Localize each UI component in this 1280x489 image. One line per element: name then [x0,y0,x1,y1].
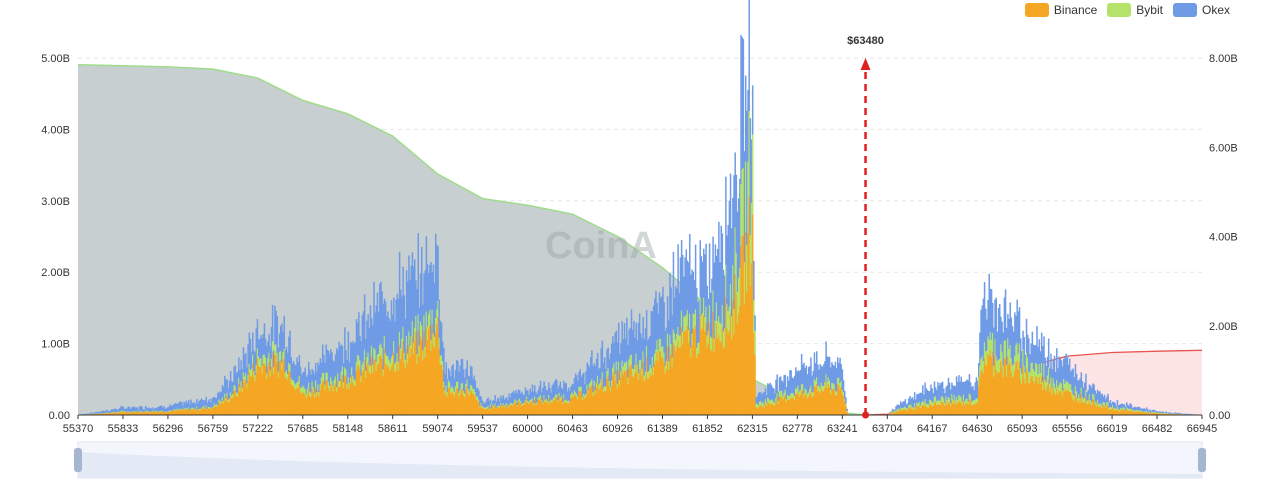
y-right-axis-ticks: 0.00 2.00B 4.00B 6.00B 8.00B [1209,53,1238,422]
y-right-tick-label: 8.00B [1209,53,1238,65]
y-left-tick-label: 4.00B [41,124,70,136]
y-left-tick-label: 3.00B [41,196,70,208]
x-tick-label: 62778 [782,423,813,435]
bar-okex [1048,339,1050,368]
bar-bybit [754,331,756,355]
x-tick-label: 64167 [917,423,948,435]
bar-bybit [846,411,848,412]
legend-label-okex: Okex [1202,3,1230,17]
y-right-tick-label: 2.00B [1209,321,1238,333]
x-tick-label: 66019 [1097,423,1128,435]
x-tick-label: 56759 [198,423,229,435]
current-price-dot [862,412,869,419]
zoom-slider [74,442,1206,478]
bar-okex [283,316,285,349]
watermark-text: CoinA [545,225,657,267]
legend-label-bybit: Bybit [1136,3,1163,17]
bar-okex [272,305,274,341]
bar-okex [1107,394,1109,403]
x-tick-label: 61389 [647,423,678,435]
y-right-tick-label: 4.00B [1209,232,1238,244]
y-left-axis-ticks: 0.00 1.00B 2.00B 3.00B 4.00B 5.00B [41,53,70,422]
x-tick-label: 66482 [1142,423,1173,435]
legend-item-binance[interactable]: Binance [1025,3,1097,17]
bar-okex [490,399,492,404]
x-tick-label: 63704 [872,423,903,435]
legend-item-okex[interactable]: Okex [1173,3,1230,17]
x-tick-label: 60000 [512,423,543,435]
y-left-tick-label: 0.00 [49,410,70,422]
x-tick-label: 57222 [243,423,274,435]
x-tick-label: 57685 [288,423,319,435]
current-price-marker: $63480 [847,35,884,419]
bar-okex [342,346,344,366]
x-tick-label: 62315 [737,423,768,435]
bar-okex [1085,374,1087,390]
x-tick-label: 60926 [602,423,633,435]
bar-okex [776,374,778,393]
legend-item-bybit[interactable]: Bybit [1107,3,1163,17]
bar-okex [748,0,750,111]
zoom-handle-right[interactable] [1198,448,1206,472]
x-tick-label: 58148 [332,423,363,435]
x-tick-label: 59074 [422,423,453,435]
x-tick-label: 55370 [63,423,94,435]
legend-label-binance: Binance [1054,3,1097,17]
x-tick-label: 66945 [1187,423,1218,435]
legend-swatch-bybit [1107,3,1131,17]
x-tick-label: 63241 [827,423,858,435]
bar-okex [437,246,439,300]
bar-okex [646,310,648,345]
bar-okex [753,261,755,300]
x-tick-label: 55833 [108,423,139,435]
bar-okex [418,233,420,314]
bar-okex [843,380,845,392]
legend-swatch-okex [1173,3,1197,17]
x-tick-label: 59537 [467,423,498,435]
y-right-tick-label: 0.00 [1209,410,1230,422]
bar-okex [743,39,745,168]
bar-okex [752,85,754,134]
legend-swatch-binance [1025,3,1049,17]
bar-okex [1188,414,1190,415]
x-tick-label: 61852 [692,423,723,435]
bar-okex [846,409,848,411]
x-tick-label: 65093 [1007,423,1038,435]
bar-okex [1019,307,1021,343]
x-tick-label: 65556 [1052,423,1083,435]
zoom-handle-left[interactable] [74,448,82,472]
current-price-label: $63480 [847,35,884,47]
bar-bybit [752,135,754,215]
x-axis-ticks: 55370 55833 56296 56759 57222 57685 58148 58611… [63,415,1218,435]
y-left-tick-label: 2.00B [41,267,70,279]
x-tick-label: 58611 [378,423,408,435]
x-tick-label: 64630 [962,423,993,435]
bar-bybit [845,404,847,406]
bar-okex [754,315,756,330]
y-left-tick-label: 5.00B [41,53,70,65]
bar-okex [845,397,847,404]
x-tick-label: 60463 [557,423,588,435]
y-right-tick-label: 6.00B [1209,142,1238,154]
current-price-arrow [861,58,871,70]
x-tick-label: 56296 [153,423,184,435]
legend: Binance Bybit Okex [1025,3,1230,17]
y-left-tick-label: 1.00B [41,339,70,351]
